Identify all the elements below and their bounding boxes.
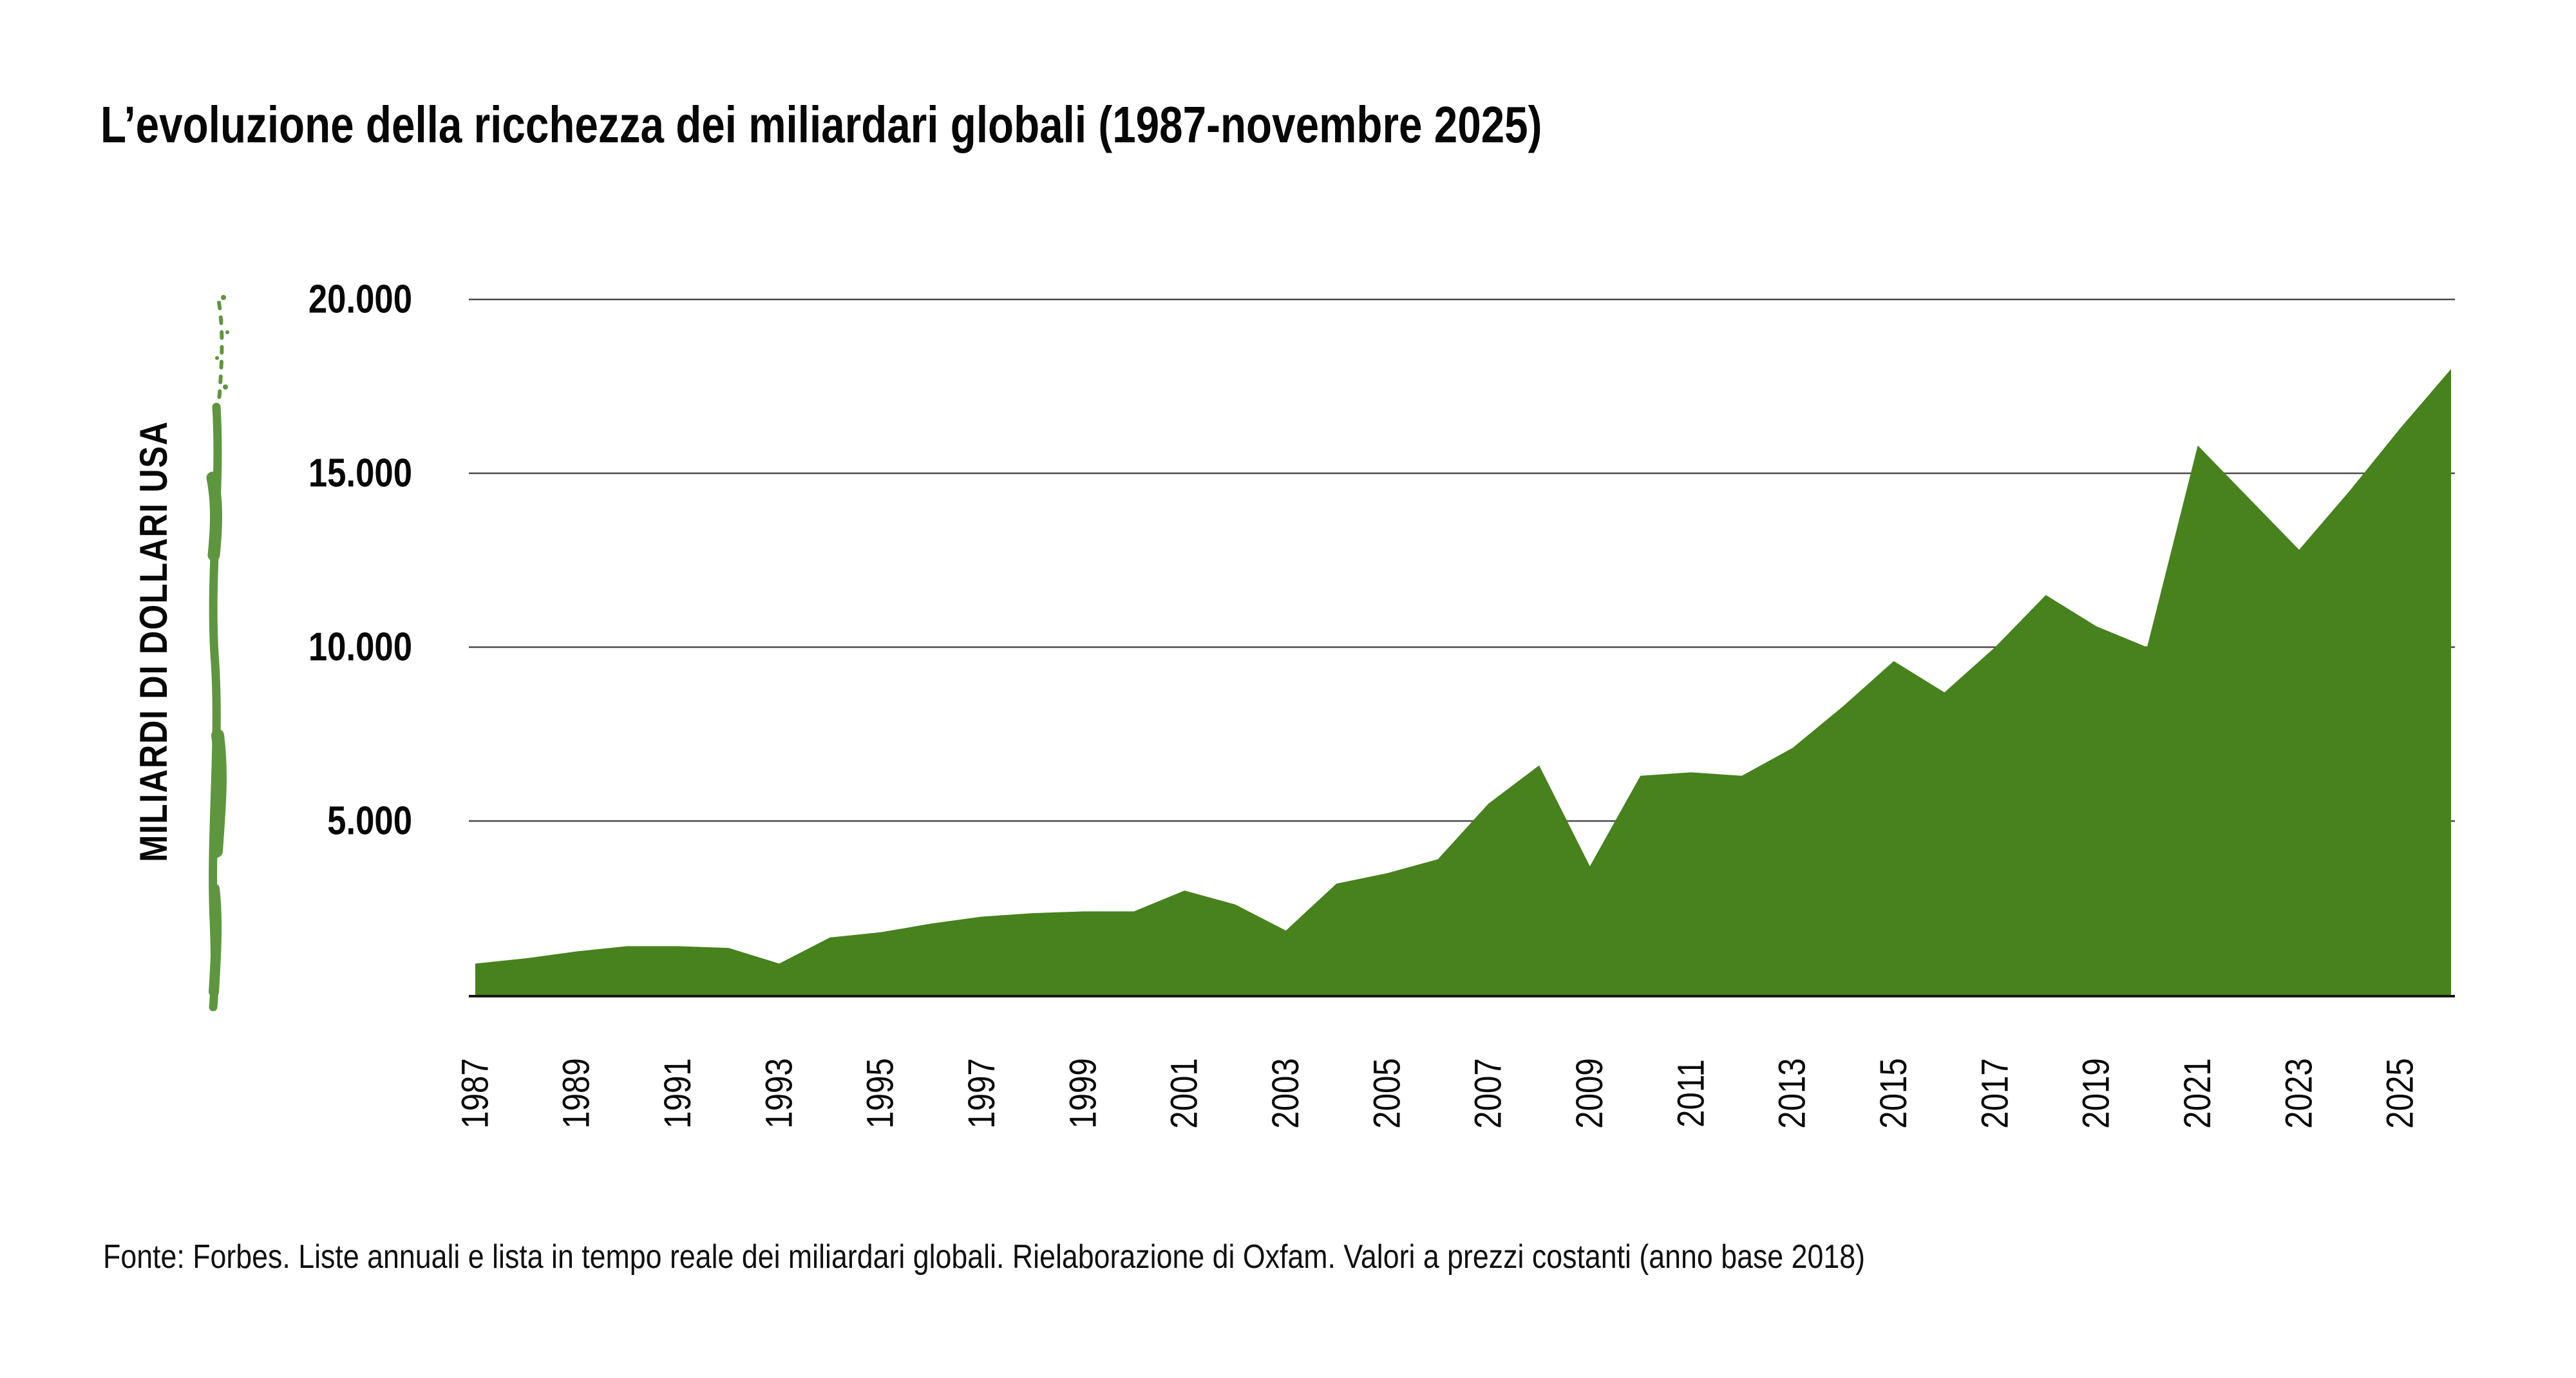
y-tick-label-20.000: 20.000 <box>308 278 412 322</box>
x-tick-label-2025: 2025 <box>2380 1058 2421 1129</box>
y-tick-label-5.000: 5.000 <box>327 799 412 844</box>
wealth-area-series <box>475 369 2451 995</box>
brush-stroke-decoration <box>206 295 229 1012</box>
x-tick-label-1991: 1991 <box>657 1058 699 1129</box>
y-tick-label-15.000: 15.000 <box>308 451 412 496</box>
y-axis-tick-labels: 20.000 15.000 10.000 5.000 <box>308 278 412 844</box>
chart-title: L’evoluzione della ricchezza dei miliard… <box>100 96 1542 153</box>
x-tick-label-2007: 2007 <box>1468 1058 1510 1129</box>
x-axis-tick-labels: 1987 1989 1991 1993 1995 1997 1999 2001 2003 2005… <box>455 1058 2421 1129</box>
x-tick-label-2023: 2023 <box>2278 1058 2320 1129</box>
x-tick-label-2017: 2017 <box>1975 1058 2016 1129</box>
source-note: Fonte: Forbes. Liste annuali e lista in … <box>103 1238 1865 1276</box>
x-tick-label-2021: 2021 <box>2177 1058 2219 1129</box>
x-tick-label-1989: 1989 <box>556 1058 598 1129</box>
x-tick-label-2019: 2019 <box>2076 1058 2117 1129</box>
x-tick-label-1995: 1995 <box>860 1058 902 1129</box>
x-tick-label-1999: 1999 <box>1063 1058 1104 1129</box>
x-tick-label-2013: 2013 <box>1772 1058 1814 1129</box>
x-tick-label-1987: 1987 <box>455 1058 497 1129</box>
x-tick-label-2005: 2005 <box>1367 1058 1408 1129</box>
y-tick-label-10.000: 10.000 <box>308 625 412 670</box>
x-tick-label-1993: 1993 <box>759 1058 800 1129</box>
x-tick-label-2009: 2009 <box>1569 1058 1611 1129</box>
x-tick-label-1997: 1997 <box>961 1058 1003 1129</box>
x-tick-label-2011: 2011 <box>1671 1059 1712 1128</box>
x-tick-label-2003: 2003 <box>1265 1058 1307 1129</box>
x-tick-label-2001: 2001 <box>1164 1058 1206 1129</box>
x-tick-label-2015: 2015 <box>1873 1058 1915 1129</box>
